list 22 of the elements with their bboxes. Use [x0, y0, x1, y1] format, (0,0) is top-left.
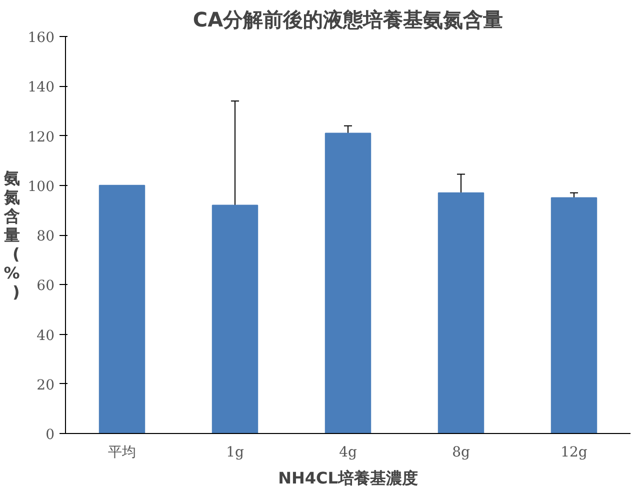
- bar: [324, 132, 372, 434]
- x-tick-label: 4g: [339, 444, 357, 460]
- bar: [212, 204, 258, 434]
- y-axis-title: 氨氮含量(%): [2, 168, 20, 302]
- y-tick-label: 60: [36, 278, 55, 294]
- y-tick-label: 100: [28, 178, 55, 195]
- y-tick-label: 40: [36, 328, 55, 344]
- y-tick-label: 0: [46, 427, 55, 443]
- x-tick-label: 8g: [452, 444, 470, 460]
- bar: [550, 197, 598, 434]
- x-tick-label: 1g: [226, 444, 244, 460]
- y-tick-label: 140: [28, 80, 55, 96]
- bar: [438, 192, 484, 434]
- bar: [98, 184, 146, 434]
- y-tick-label: 160: [28, 30, 55, 46]
- x-tick-label: 12g: [560, 444, 588, 460]
- x-tick-label: 平均: [108, 444, 136, 460]
- y-tick-label: 80: [36, 228, 55, 244]
- x-axis-title: NH4CL培養基濃度: [278, 468, 418, 488]
- y-tick-label: 20: [36, 377, 55, 394]
- y-tick-label: 120: [28, 129, 55, 146]
- chart-title: CA分解前後的液態培養基氨氮含量: [192, 8, 504, 32]
